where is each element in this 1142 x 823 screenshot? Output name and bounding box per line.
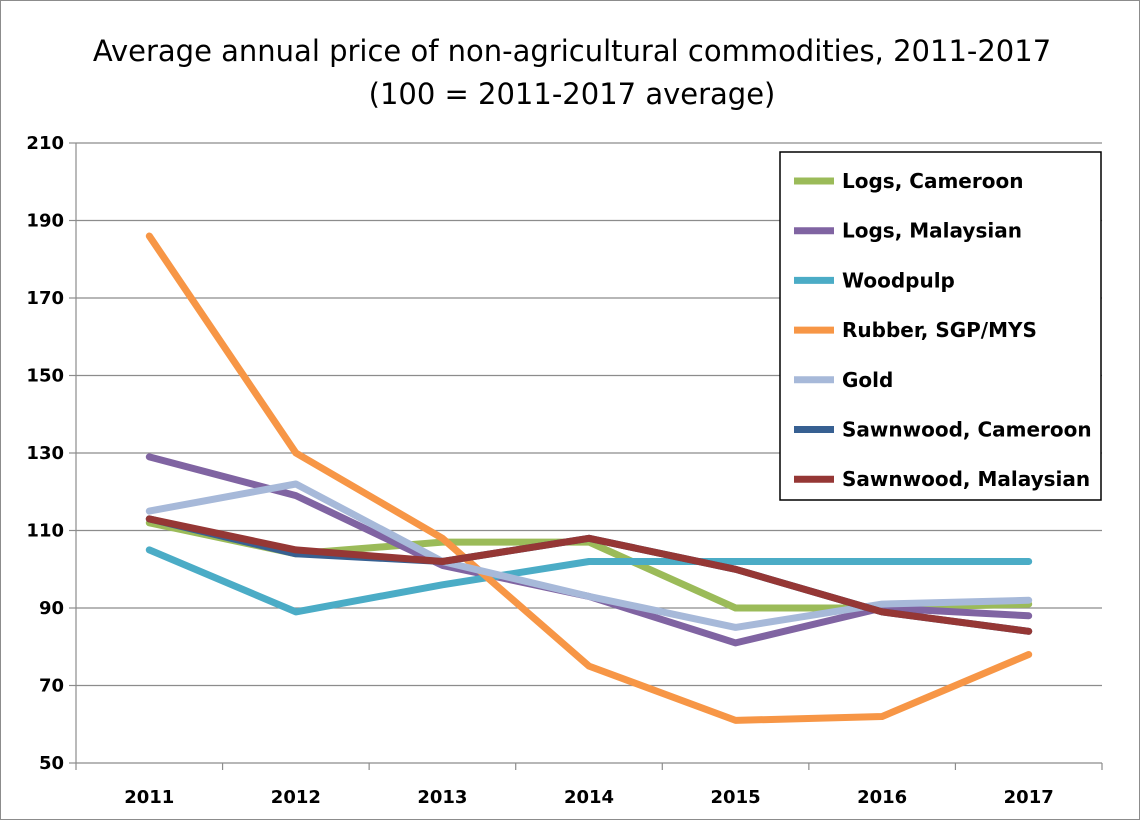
y-tick-label: 150 bbox=[26, 366, 64, 387]
chart-subtitle: (100 = 2011-2017 average) bbox=[369, 77, 776, 111]
y-tick-label: 210 bbox=[26, 133, 64, 154]
legend-label: Woodpulp bbox=[842, 268, 955, 292]
chart-title: Average annual price of non-agricultural… bbox=[93, 34, 1051, 68]
legend-label: Rubber, SGP/MYS bbox=[842, 318, 1037, 342]
x-tick-label: 2016 bbox=[857, 787, 907, 808]
y-tick-label: 170 bbox=[26, 288, 64, 309]
series-lines bbox=[145, 232, 1033, 724]
series-line-3 bbox=[145, 232, 1033, 724]
legend-box bbox=[779, 151, 1102, 501]
x-tick-label: 2017 bbox=[1004, 787, 1054, 808]
series-line-4 bbox=[145, 480, 1033, 631]
series-line-6 bbox=[145, 515, 1033, 635]
x-tick-label: 2014 bbox=[564, 787, 614, 808]
x-tick-label: 2012 bbox=[271, 787, 321, 808]
y-tick-label: 90 bbox=[39, 598, 64, 619]
legend-label: Sawnwood, Cameroon bbox=[842, 418, 1092, 442]
axes: 50 70 90 110 130 150 170 190 210 2011 2012 2013 2014… bbox=[26, 133, 1103, 808]
legend-label: Gold bbox=[842, 368, 893, 392]
y-tick-label: 190 bbox=[26, 211, 64, 232]
x-tick-label: 2011 bbox=[124, 787, 174, 808]
y-tick-label: 70 bbox=[39, 676, 64, 697]
y-tick-label: 130 bbox=[26, 443, 64, 464]
x-tick-label: 2015 bbox=[711, 787, 761, 808]
legend-label: Sawnwood, Malaysian bbox=[842, 467, 1090, 491]
x-tick-label: 2013 bbox=[417, 787, 467, 808]
y-tick-label: 110 bbox=[26, 521, 64, 542]
legend-label: Logs, Cameroon bbox=[842, 169, 1023, 193]
series-line-2 bbox=[145, 546, 1033, 616]
legend: Logs, Cameroon Logs, Malaysian Woodpulp Rub… bbox=[779, 151, 1102, 501]
legend-label: Logs, Malaysian bbox=[842, 219, 1022, 243]
y-tick-label: 50 bbox=[39, 753, 64, 774]
